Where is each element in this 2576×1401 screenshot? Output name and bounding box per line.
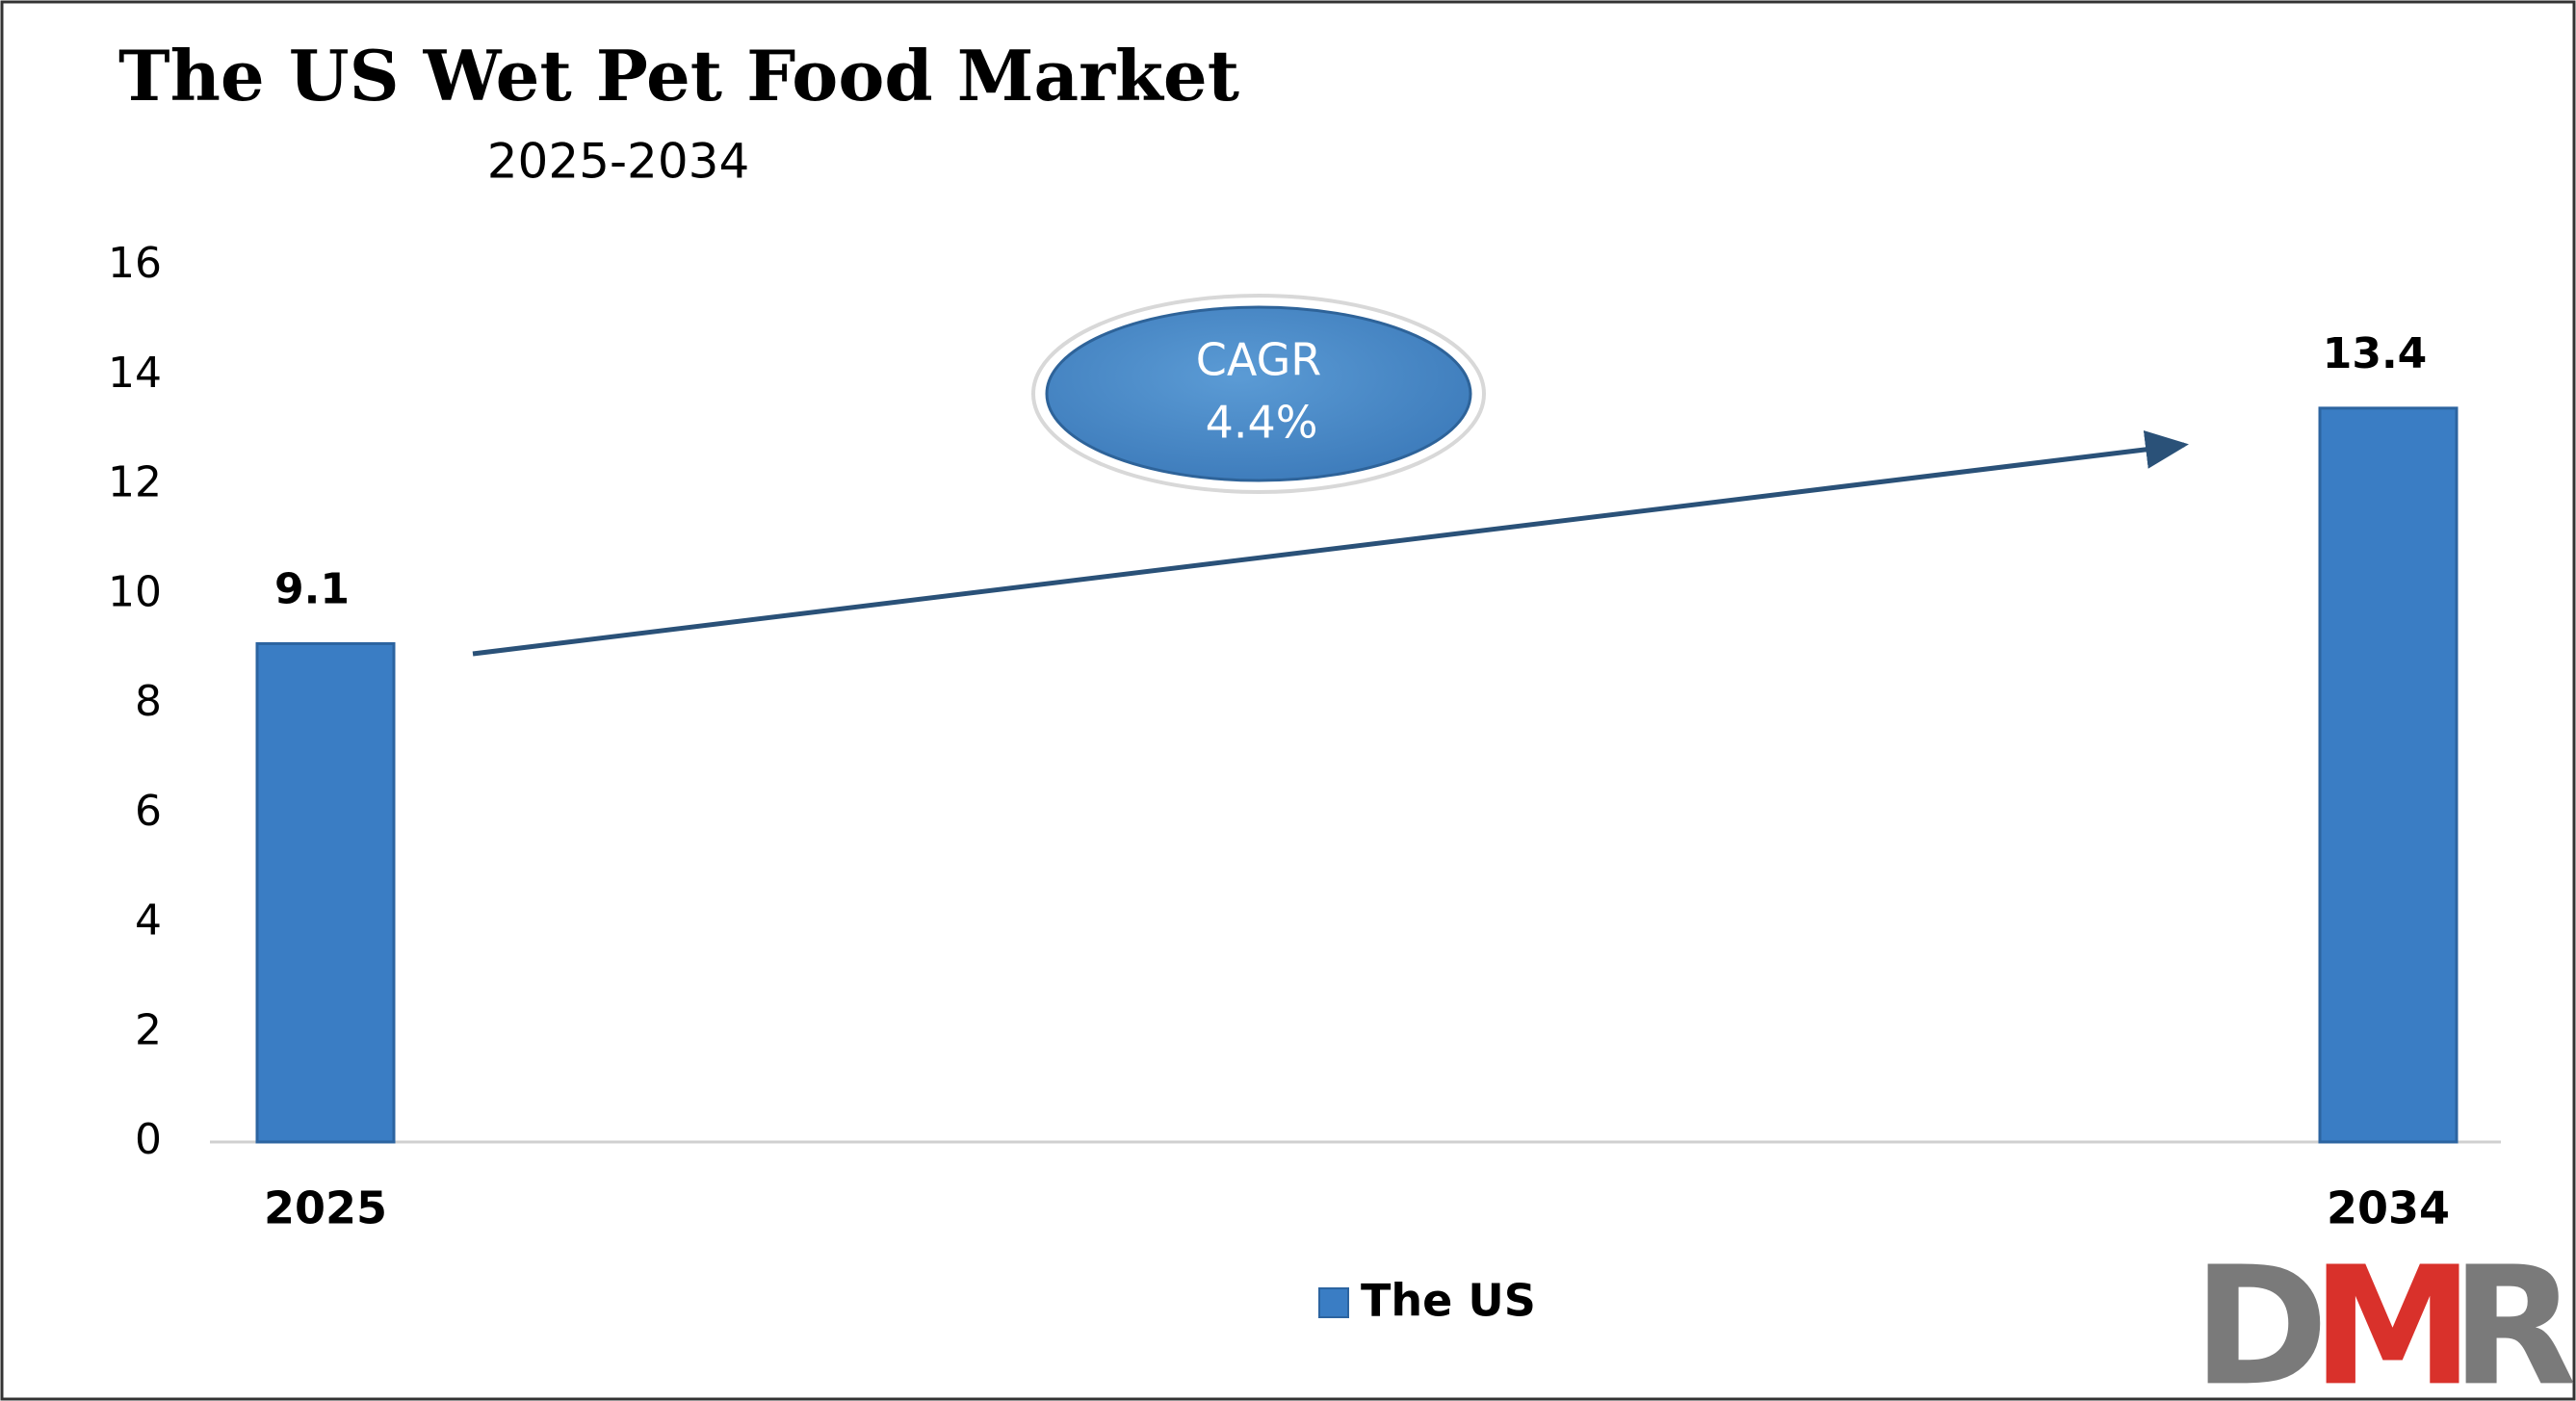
legend-swatch: [1318, 1287, 1349, 1318]
cagr-bubble: [1045, 305, 1472, 482]
y-tick-label: 0: [135, 1115, 162, 1164]
chart-subtitle: 2025-2034: [487, 134, 750, 190]
logo-letter: D: [2193, 1232, 2329, 1401]
logo: D M R: [2193, 1232, 2576, 1401]
y-tick-label: 2: [135, 1005, 162, 1054]
y-tick-label: 16: [108, 239, 162, 288]
cagr-label: CAGR: [1196, 334, 1321, 386]
y-tick-label: 14: [108, 349, 162, 398]
bar: [255, 641, 396, 1144]
y-tick-label: 12: [108, 458, 162, 507]
x-tick-label: 2034: [2327, 1182, 2450, 1234]
y-tick-label: 6: [135, 787, 162, 836]
value-label: 9.1: [274, 564, 350, 613]
cagr-value: 4.4%: [1206, 397, 1318, 449]
logo-letter: R: [2451, 1232, 2576, 1401]
y-tick-label: 4: [135, 896, 162, 946]
legend-label: The US: [1361, 1275, 1536, 1327]
y-tick-label: 10: [108, 567, 162, 616]
x-tick-label: 2025: [264, 1182, 387, 1234]
trend-arrow: [472, 429, 2189, 657]
bar: [2318, 406, 2459, 1144]
value-label: 13.4: [2323, 329, 2428, 378]
logo-letter: M: [2311, 1232, 2474, 1401]
chart-title: The US Wet Pet Food Market: [118, 35, 1239, 117]
y-tick-label: 8: [135, 677, 162, 726]
